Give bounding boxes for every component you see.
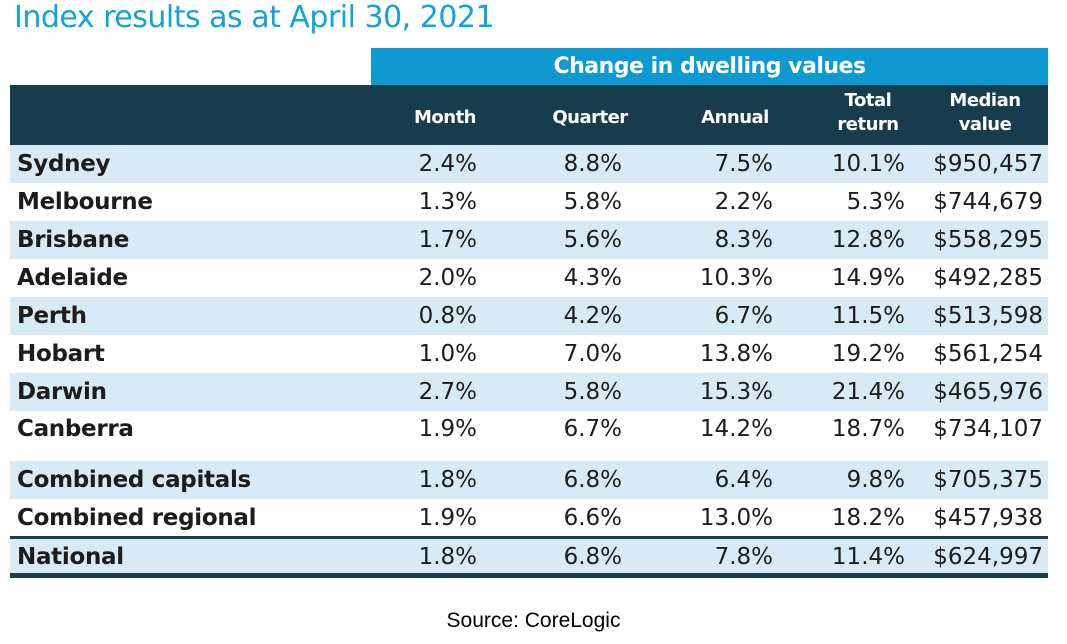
column-header: Month xyxy=(385,106,505,130)
table-cell: 11.5% xyxy=(831,303,905,329)
table-cell: $457,938 xyxy=(933,505,1043,531)
table-cell: 0.8% xyxy=(418,303,477,329)
table-row: Combined regional 1.9% 6.6% 13.0% 18.2% $457,… xyxy=(10,499,1048,537)
table-row: Perth 0.8% 4.2% 6.7% 11.5% $513,598 xyxy=(10,297,1048,335)
table-cell: $734,107 xyxy=(933,416,1043,442)
row-label: Adelaide xyxy=(17,265,128,291)
column-header-line1: Month xyxy=(413,107,477,128)
table-cell: $492,285 xyxy=(933,265,1043,291)
table-cell: $513,598 xyxy=(933,303,1043,329)
table-row: Brisbane 1.7% 5.6% 8.3% 12.8% $558,295 xyxy=(10,221,1048,259)
table-cell: 6.8% xyxy=(563,467,622,493)
national-top-rule xyxy=(10,536,1048,539)
table-cell: 10.3% xyxy=(699,265,773,291)
table-row: Sydney 2.4% 8.8% 7.5% 10.1% $950,457 xyxy=(10,145,1048,183)
table-cell: $950,457 xyxy=(933,151,1043,177)
row-label: National xyxy=(17,544,124,570)
table-cell: 2.7% xyxy=(418,379,477,405)
row-label: Hobart xyxy=(17,341,105,367)
table-cell: $624,997 xyxy=(933,544,1043,570)
table-row: Darwin 2.7% 5.8% 15.3% 21.4% $465,976 xyxy=(10,373,1048,411)
table-cell: 2.0% xyxy=(418,265,477,291)
table-cell: 6.8% xyxy=(563,544,622,570)
column-header: Quarter xyxy=(530,106,650,130)
column-group-header: Change in dwelling values xyxy=(371,48,1048,85)
row-label: Melbourne xyxy=(17,189,153,215)
table-cell: 5.8% xyxy=(563,379,622,405)
table-cell: 4.2% xyxy=(563,303,622,329)
table-cell: 11.4% xyxy=(831,544,905,570)
table-cell: 1.3% xyxy=(418,189,477,215)
table-cell: 7.8% xyxy=(714,544,773,570)
column-header-line1: Quarter xyxy=(552,107,628,128)
column-header-line2: value xyxy=(958,114,1012,135)
row-label: Brisbane xyxy=(17,227,130,253)
table-row: National 1.8% 6.8% 7.8% 11.4% $624,997 xyxy=(10,538,1048,576)
table-cell: 8.8% xyxy=(563,151,622,177)
table-cell: 5.8% xyxy=(563,189,622,215)
row-label: Combined capitals xyxy=(17,467,251,493)
column-header: Annual xyxy=(675,106,795,130)
table-cell: 1.7% xyxy=(418,227,477,253)
source-note: Source: CoreLogic xyxy=(446,609,621,632)
column-header-band xyxy=(10,85,1048,145)
table-cell: 5.3% xyxy=(846,189,905,215)
table-cell: 15.3% xyxy=(699,379,773,405)
table-row: Canberra 1.9% 6.7% 14.2% 18.7% $734,107 xyxy=(10,410,1048,448)
table-cell: 13.8% xyxy=(699,341,773,367)
table-cell: $705,375 xyxy=(933,467,1043,493)
row-label: Canberra xyxy=(17,416,134,442)
row-label: Perth xyxy=(17,303,87,329)
table-bottom-rule xyxy=(10,573,1048,578)
table-cell: 19.2% xyxy=(831,341,905,367)
table-cell: 8.3% xyxy=(714,227,773,253)
row-label: Sydney xyxy=(17,151,111,177)
table-cell: 5.6% xyxy=(563,227,622,253)
table-cell: 1.8% xyxy=(418,544,477,570)
row-label: Darwin xyxy=(17,379,107,405)
table-cell: 1.0% xyxy=(418,341,477,367)
table-cell: $561,254 xyxy=(933,341,1043,367)
column-header-line1: Annual xyxy=(701,107,769,128)
table-cell: 6.7% xyxy=(563,416,622,442)
table-cell: 2.4% xyxy=(418,151,477,177)
table-cell: 12.8% xyxy=(831,227,905,253)
table-cell: $744,679 xyxy=(933,189,1043,215)
table-cell: $465,976 xyxy=(933,379,1043,405)
row-label: Combined regional xyxy=(17,505,257,531)
column-header: Median value xyxy=(925,89,1045,137)
table-cell: 13.0% xyxy=(699,505,773,531)
table-cell: 18.7% xyxy=(831,416,905,442)
table-cell: 9.8% xyxy=(846,467,905,493)
table-cell: 18.2% xyxy=(831,505,905,531)
column-header-line1: Total xyxy=(844,90,892,111)
column-header: Total return xyxy=(808,89,928,137)
table-row: Combined capitals 1.8% 6.8% 6.4% 9.8% $705,37… xyxy=(10,461,1048,499)
table-cell: 2.2% xyxy=(714,189,773,215)
table-cell: 1.9% xyxy=(418,416,477,442)
table-cell: 21.4% xyxy=(831,379,905,405)
table-cell: 7.5% xyxy=(714,151,773,177)
table-cell: 14.2% xyxy=(699,416,773,442)
table-row: Melbourne 1.3% 5.8% 2.2% 5.3% $744,679 xyxy=(10,183,1048,221)
table-cell: 14.9% xyxy=(831,265,905,291)
table-cell: $558,295 xyxy=(933,227,1043,253)
table-row: Hobart 1.0% 7.0% 13.8% 19.2% $561,254 xyxy=(10,335,1048,373)
column-header-line1: Median xyxy=(949,90,1021,111)
table-cell: 4.3% xyxy=(563,265,622,291)
column-header-line2: return xyxy=(837,114,899,135)
table-cell: 6.7% xyxy=(714,303,773,329)
table-cell: 6.4% xyxy=(714,467,773,493)
page-title: Index results as at April 30, 2021 xyxy=(14,0,495,35)
table-cell: 6.6% xyxy=(563,505,622,531)
table-cell: 1.9% xyxy=(418,505,477,531)
table-cell: 10.1% xyxy=(831,151,905,177)
table-row: Adelaide 2.0% 4.3% 10.3% 14.9% $492,285 xyxy=(10,259,1048,297)
table-cell: 1.8% xyxy=(418,467,477,493)
table-cell: 7.0% xyxy=(563,341,622,367)
